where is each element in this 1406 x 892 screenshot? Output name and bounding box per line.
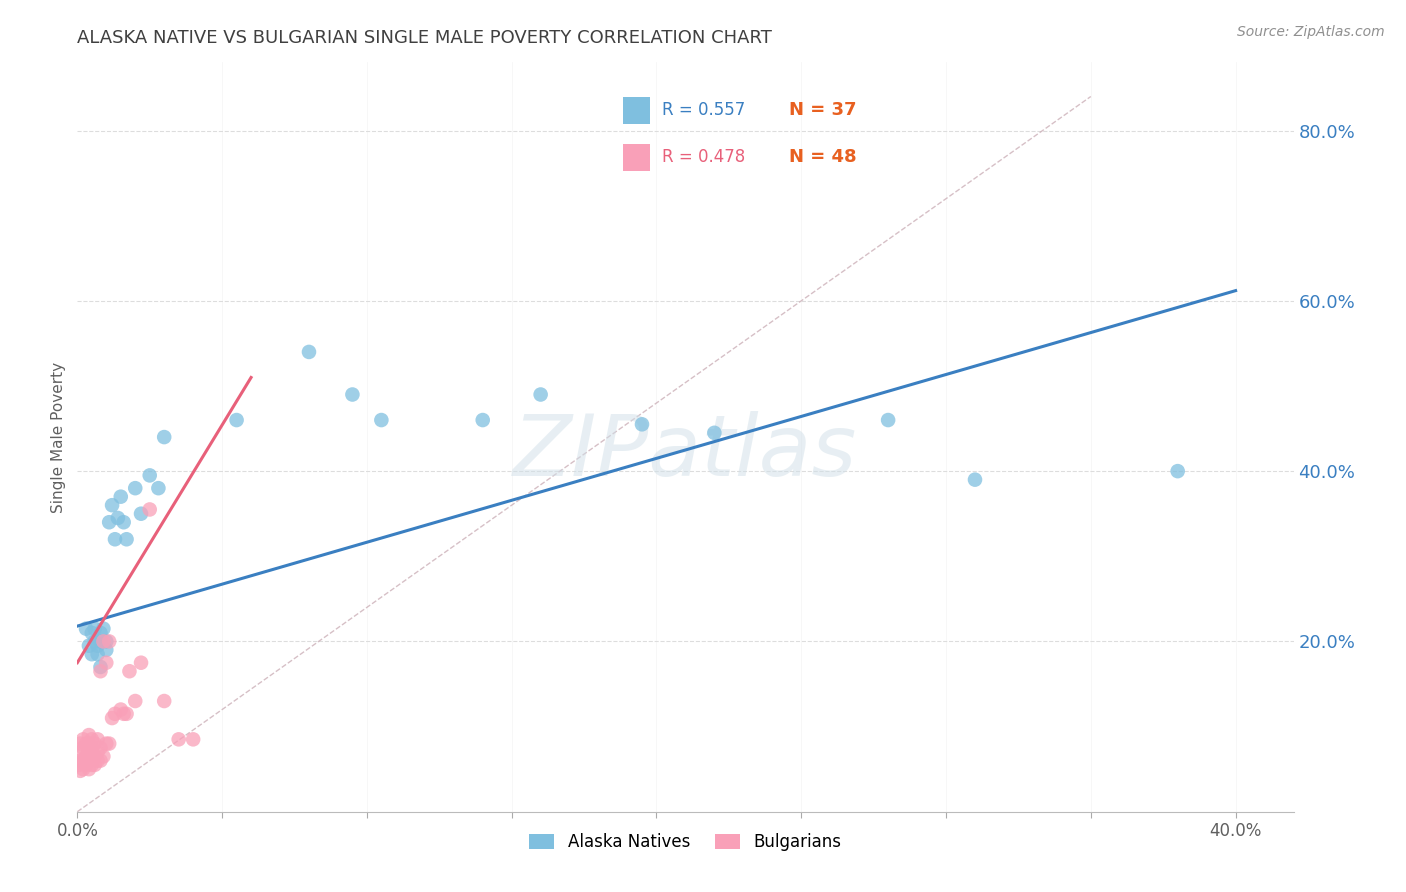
Point bbox=[69, 745, 91, 759]
Point bbox=[89, 634, 111, 648]
Point bbox=[86, 754, 108, 768]
Point bbox=[129, 656, 152, 670]
Point bbox=[80, 740, 103, 755]
Point bbox=[471, 413, 494, 427]
Point bbox=[80, 647, 103, 661]
Point bbox=[72, 740, 94, 755]
Point bbox=[80, 749, 103, 764]
Point bbox=[153, 430, 176, 444]
Point bbox=[77, 728, 100, 742]
Point bbox=[89, 740, 111, 755]
Point bbox=[703, 425, 725, 440]
Point bbox=[110, 702, 132, 716]
Point bbox=[77, 745, 100, 759]
Point bbox=[530, 387, 553, 401]
Bar bbox=[623, 144, 650, 171]
Point bbox=[75, 749, 97, 764]
Text: Source: ZipAtlas.com: Source: ZipAtlas.com bbox=[1237, 25, 1385, 39]
Point bbox=[96, 656, 118, 670]
Point bbox=[89, 664, 111, 678]
Text: ALASKA NATIVE VS BULGARIAN SINGLE MALE POVERTY CORRELATION CHART: ALASKA NATIVE VS BULGARIAN SINGLE MALE P… bbox=[77, 29, 772, 47]
Point bbox=[77, 639, 100, 653]
Point bbox=[342, 387, 364, 401]
Point bbox=[86, 732, 108, 747]
Point bbox=[153, 694, 176, 708]
Point bbox=[124, 694, 146, 708]
Point bbox=[83, 749, 105, 764]
Point bbox=[963, 473, 986, 487]
Point bbox=[98, 515, 121, 529]
Point bbox=[138, 502, 160, 516]
Point bbox=[83, 634, 105, 648]
Point bbox=[631, 417, 654, 432]
Point bbox=[112, 515, 135, 529]
Legend: Alaska Natives, Bulgarians: Alaska Natives, Bulgarians bbox=[522, 825, 849, 860]
Point bbox=[89, 660, 111, 674]
Point bbox=[148, 481, 170, 495]
Point bbox=[77, 737, 100, 751]
Point bbox=[370, 413, 392, 427]
Point bbox=[96, 634, 118, 648]
Text: N = 37: N = 37 bbox=[789, 102, 856, 120]
Point bbox=[69, 764, 91, 778]
Point bbox=[75, 622, 97, 636]
Point bbox=[101, 711, 124, 725]
Text: ZIPatlas: ZIPatlas bbox=[513, 410, 858, 493]
Point bbox=[181, 732, 204, 747]
Y-axis label: Single Male Poverty: Single Male Poverty bbox=[51, 361, 66, 513]
Point bbox=[75, 758, 97, 772]
Point bbox=[101, 498, 124, 512]
Point bbox=[877, 413, 900, 427]
Point bbox=[69, 754, 91, 768]
Point bbox=[104, 706, 127, 721]
Point bbox=[93, 622, 115, 636]
Point bbox=[225, 413, 247, 427]
Point bbox=[86, 639, 108, 653]
Point bbox=[77, 754, 100, 768]
Point bbox=[107, 511, 129, 525]
Point bbox=[167, 732, 190, 747]
Point bbox=[69, 737, 91, 751]
Point bbox=[67, 758, 90, 772]
Point bbox=[112, 706, 135, 721]
Point bbox=[98, 634, 121, 648]
Point bbox=[80, 758, 103, 772]
Point bbox=[115, 706, 138, 721]
Point bbox=[93, 634, 115, 648]
Point bbox=[75, 737, 97, 751]
Point bbox=[72, 762, 94, 776]
Point bbox=[80, 732, 103, 747]
Text: R = 0.478: R = 0.478 bbox=[662, 148, 745, 166]
Point bbox=[138, 468, 160, 483]
Point bbox=[110, 490, 132, 504]
Point bbox=[104, 533, 127, 547]
Point bbox=[1167, 464, 1189, 478]
Point bbox=[86, 647, 108, 661]
Point bbox=[93, 749, 115, 764]
Point bbox=[115, 533, 138, 547]
Bar bbox=[623, 96, 650, 124]
Point bbox=[298, 345, 321, 359]
Point bbox=[96, 737, 118, 751]
Point bbox=[72, 754, 94, 768]
Point bbox=[129, 507, 152, 521]
Point bbox=[86, 745, 108, 759]
Point bbox=[118, 664, 141, 678]
Point bbox=[83, 758, 105, 772]
Point bbox=[77, 762, 100, 776]
Point bbox=[80, 626, 103, 640]
Point bbox=[83, 622, 105, 636]
Point bbox=[124, 481, 146, 495]
Text: R = 0.557: R = 0.557 bbox=[662, 102, 745, 120]
Point bbox=[89, 626, 111, 640]
Point bbox=[98, 737, 121, 751]
Point bbox=[83, 737, 105, 751]
Point bbox=[89, 754, 111, 768]
Point bbox=[96, 643, 118, 657]
Point bbox=[72, 732, 94, 747]
Text: N = 48: N = 48 bbox=[789, 148, 856, 166]
